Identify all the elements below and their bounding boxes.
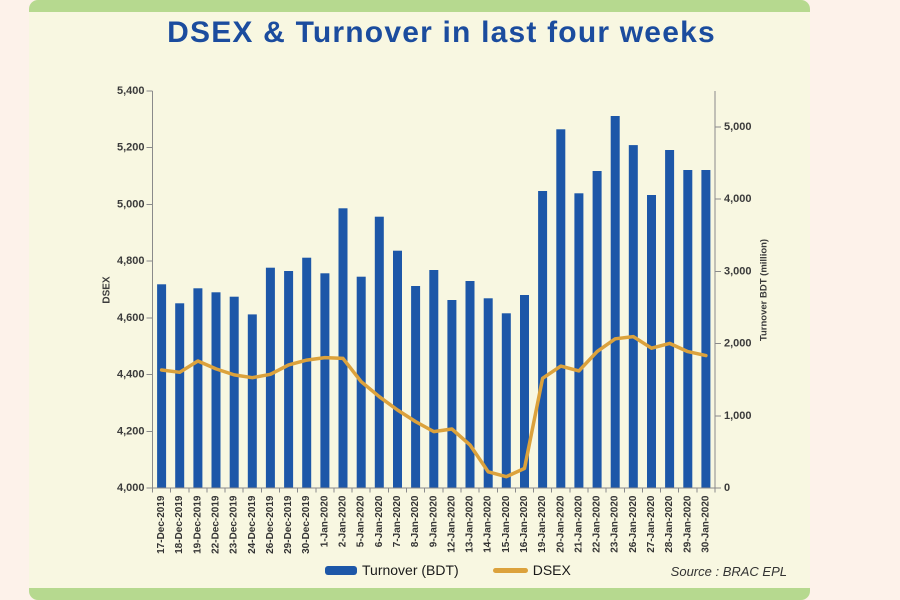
x-axis-tick-label: 9-Jan-2020 [428, 495, 439, 547]
x-axis-tick-label: 24-Dec-2019 [247, 495, 258, 554]
left-axis-tick-label: 5,200 [117, 142, 145, 154]
turnover-bar [338, 208, 348, 489]
turnover-bar [610, 116, 620, 488]
turnover-bar [411, 286, 421, 488]
x-axis-tick-label: 15-Jan-2020 [501, 495, 512, 553]
turnover-bar [247, 314, 257, 488]
turnover-bar [193, 288, 203, 488]
x-axis-tick-label: 27-Jan-2020 [646, 495, 657, 553]
turnover-bar [447, 300, 457, 488]
turnover-bar [538, 191, 548, 488]
x-axis-tick-label: 23-Jan-2020 [610, 495, 621, 553]
turnover-bar [393, 250, 402, 488]
turnover-bar [520, 295, 529, 488]
x-axis-tick-label: 14-Jan-2020 [483, 495, 494, 553]
x-axis-tick-label: 5-Jan-2020 [356, 495, 367, 547]
legend-label-turnover: Turnover (BDT) [362, 562, 459, 578]
x-axis-tick-label: 6-Jan-2020 [374, 495, 385, 547]
legend-label-dsex: DSEX [532, 562, 571, 578]
x-axis-tick-label: 30-Jan-2020 [700, 495, 711, 553]
left-axis-tick-label: 4,200 [117, 425, 145, 437]
right-axis-tick-label: 3,000 [724, 265, 752, 277]
turnover-bar [229, 296, 239, 488]
right-axis-tick-label: 5,000 [724, 121, 752, 133]
turnover-bar [501, 313, 511, 488]
turnover-bar [556, 129, 566, 489]
x-axis-tick-label: 17-Dec-2019 [156, 495, 167, 554]
x-axis-tick-label: 29-Dec-2019 [283, 495, 294, 554]
x-axis-tick-label: 12-Jan-2020 [446, 495, 457, 553]
x-axis-tick-label: 2-Jan-2020 [338, 495, 349, 547]
left-axis-tick-label: 4,600 [117, 312, 145, 324]
right-axis-tick-label: 4,000 [724, 193, 752, 205]
x-axis-tick-label: 26-Jan-2020 [628, 495, 639, 553]
left-axis-tick-label: 4,000 [117, 482, 145, 494]
turnover-bar [647, 195, 656, 488]
legend-item-turnover: Turnover (BDT) [325, 562, 459, 578]
x-axis-tick-label: 22-Jan-2020 [592, 495, 603, 553]
x-axis-tick-label: 7-Jan-2020 [392, 495, 403, 547]
x-axis-tick-label: 1-Jan-2020 [319, 495, 330, 547]
x-axis-tick-label: 18-Dec-2019 [174, 495, 185, 554]
right-axis-tick-label: 2,000 [724, 338, 752, 350]
turnover-bar [302, 257, 312, 488]
turnover-bar [320, 273, 330, 488]
source-note: Source : BRAC EPL [670, 564, 787, 579]
top-green-strip [29, 0, 810, 12]
turnover-bar [592, 171, 602, 488]
turnover-bar [265, 267, 275, 488]
right-axis-title: Turnover BDT (million) [759, 239, 770, 341]
left-axis-tick-label: 4,400 [117, 369, 145, 381]
legend: Turnover (BDT) DSEX [325, 562, 571, 578]
turnover-bar [429, 270, 439, 488]
turnover-bar [574, 193, 584, 489]
right-axis-tick-label: 0 [724, 482, 730, 494]
turnover-bar [284, 271, 294, 488]
turnover-bar [157, 284, 167, 488]
x-axis-tick-label: 21-Jan-2020 [573, 495, 584, 553]
left-axis-tick-label: 4,800 [117, 255, 145, 267]
x-axis-tick-label: 19-Dec-2019 [192, 495, 203, 554]
turnover-bar [683, 170, 693, 488]
x-axis-tick-label: 8-Jan-2020 [410, 495, 421, 547]
turnover-bar [211, 292, 221, 488]
turnover-bar [374, 216, 384, 488]
turnover-bar [701, 170, 711, 488]
left-axis-tick-label: 5,000 [117, 198, 145, 210]
x-axis-tick-label: 16-Jan-2020 [519, 495, 530, 553]
left-axis-tick-label: 5,400 [117, 85, 145, 97]
x-axis-tick-label: 19-Jan-2020 [537, 495, 548, 553]
right-axis-tick-label: 1,000 [724, 410, 752, 422]
x-axis-tick-label: 29-Jan-2020 [682, 495, 693, 553]
dsex-line [159, 334, 708, 479]
x-axis-tick-label: 23-Dec-2019 [229, 495, 240, 554]
x-axis-tick-label: 28-Jan-2020 [664, 495, 675, 553]
x-axis-tick-label: 26-Dec-2019 [265, 495, 276, 554]
x-axis-tick-label: 22-Dec-2019 [211, 495, 222, 554]
turnover-bar [175, 303, 185, 488]
turnover-bar [665, 150, 675, 488]
bottom-green-strip [29, 588, 810, 600]
turnover-swatch-icon [325, 565, 357, 575]
turnover-bar [628, 145, 638, 488]
x-axis-tick-label: 13-Jan-2020 [465, 495, 476, 553]
chart-title: DSEX & Turnover in last four weeks [167, 16, 716, 49]
x-axis-tick-label: 30-Dec-2019 [301, 495, 312, 554]
legend-item-dsex: DSEX [492, 562, 571, 578]
x-axis-tick-label: 20-Jan-2020 [555, 495, 566, 553]
left-axis-title: DSEX [102, 276, 113, 304]
turnover-bar [483, 298, 493, 488]
turnover-bar [465, 281, 475, 488]
dsex-swatch-icon [492, 567, 528, 573]
